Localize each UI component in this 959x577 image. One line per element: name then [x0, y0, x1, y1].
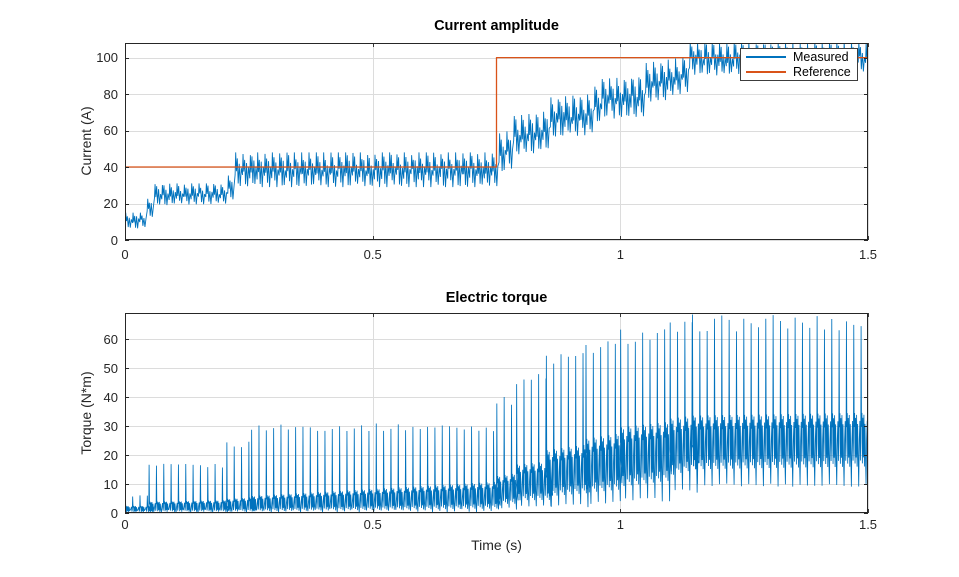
y-tick-label: 0	[110, 232, 118, 248]
y-tick-label: 0	[110, 505, 118, 521]
legend-label-measured: Measured	[793, 50, 849, 65]
y-tick-label: 50	[103, 360, 118, 376]
x-tick-label: 1.5	[858, 517, 878, 532]
legend[interactable]: Measured Reference	[740, 48, 858, 81]
y-tick-label: 10	[103, 476, 118, 492]
legend-item-measured: Measured	[746, 50, 852, 65]
chart-title-current-amplitude: Current amplitude	[434, 18, 559, 34]
y-axis-label-torque: Torque (N*m)	[78, 371, 94, 455]
y-tick-label: 80	[103, 86, 118, 102]
x-tick-label: 0	[121, 517, 129, 532]
legend-item-reference: Reference	[746, 64, 852, 79]
legend-line-measured-icon	[746, 56, 786, 59]
x-tick-label: 0.5	[363, 247, 382, 262]
y-tick-label: 60	[103, 331, 118, 347]
y-tick-label: 20	[103, 196, 118, 212]
y-tick-label: 100	[96, 50, 118, 66]
y-tick-label: 20	[103, 447, 118, 463]
x-tick-label: 1	[616, 247, 624, 262]
x-axis-label-time: Time (s)	[471, 537, 522, 553]
x-tick-label: 1.5	[858, 247, 878, 262]
y-tick-label: 30	[103, 418, 118, 434]
y-tick-label: 40	[103, 159, 118, 175]
legend-label-reference: Reference	[793, 64, 851, 79]
y-tick-label: 60	[103, 123, 118, 139]
y-tick-label: 40	[103, 389, 118, 405]
chart-title-electric-torque: Electric torque	[445, 290, 548, 306]
legend-line-reference-icon	[746, 70, 786, 73]
x-tick-label: 0.5	[363, 517, 382, 532]
x-tick-label: 0	[121, 247, 129, 262]
x-tick-label: 1	[616, 517, 624, 532]
